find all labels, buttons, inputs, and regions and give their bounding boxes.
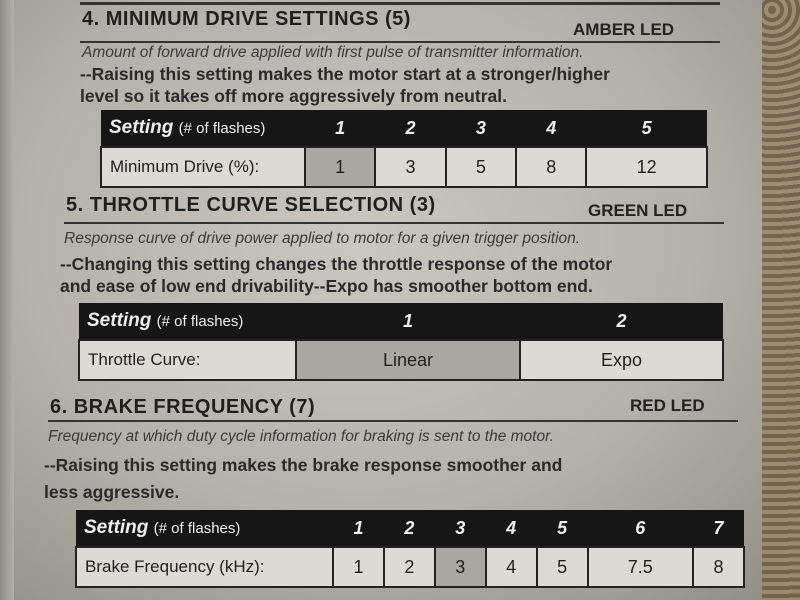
table-row: Minimum Drive (%): 1 3 5 8 12: [100, 146, 708, 188]
table-header-row: Setting (# of flashes) 1 2 3 4 5 6 7: [76, 510, 744, 547]
setting-number: 1: [296, 303, 520, 340]
value-cell-default: 3: [433, 546, 487, 588]
note-line: less aggressive.: [44, 482, 180, 502]
value-cell: 5: [444, 146, 518, 188]
setting-number: 5: [586, 110, 707, 147]
led-label: GREEN LED: [588, 201, 688, 220]
paper-fold: [0, 0, 14, 600]
header-label: Setting (# of flashes): [76, 510, 333, 547]
note-line: --Raising this setting makes the brake r…: [44, 455, 563, 475]
note-line: level so it takes off more aggressively …: [80, 86, 507, 106]
previous-table-edge: [80, 2, 720, 5]
carpet-background: [762, 0, 800, 600]
value-cell: 7.5: [586, 546, 695, 588]
section-title: 4. MINIMUM DRIVE SETTINGS (5): [82, 8, 411, 30]
setting-number: 6: [587, 510, 693, 547]
header-label: Setting (# of flashes): [79, 303, 296, 340]
led-label: RED LED: [630, 396, 705, 415]
row-label: Minimum Drive (%):: [100, 146, 306, 188]
value-cell: 3: [374, 146, 447, 188]
setting-number: 1: [305, 110, 376, 147]
table-header-row: Setting (# of flashes) 1 2 3 4 5: [101, 110, 707, 147]
value-cell-default: Linear: [295, 339, 521, 381]
brake-frequency-table: Setting (# of flashes) 1 2 3 4 5 6 7 Bra…: [75, 510, 745, 588]
setting-number: 5: [536, 510, 588, 547]
setting-number: 3: [434, 510, 486, 547]
value-cell: 1: [332, 546, 385, 588]
setting-number: 3: [445, 110, 517, 147]
divider: [48, 420, 738, 422]
value-cell: Expo: [519, 339, 724, 381]
led-label: AMBER LED: [573, 20, 675, 39]
value-cell: 12: [585, 146, 708, 188]
row-label: Brake Frequency (kHz):: [75, 546, 334, 588]
setting-number: 2: [520, 303, 723, 340]
minimum-drive-table: Setting (# of flashes) 1 2 3 4 5 Minimum…: [100, 110, 708, 188]
setting-number: 1: [333, 510, 384, 547]
setting-number: 2: [375, 110, 446, 147]
table-row: Throttle Curve: Linear Expo: [78, 339, 724, 381]
note-line: --Changing this setting changes the thro…: [60, 254, 613, 274]
value-cell: 5: [535, 546, 589, 588]
section-title: 5. THROTTLE CURVE SELECTION (3): [66, 194, 436, 216]
divider: [64, 222, 724, 224]
divider: [80, 41, 720, 43]
note-line: --Raising this setting makes the motor s…: [80, 64, 610, 84]
header-label: Setting (# of flashes): [101, 110, 305, 147]
section-description: Amount of forward drive applied with fir…: [82, 44, 584, 61]
value-cell: 4: [484, 546, 538, 588]
value-cell: 8: [515, 146, 588, 188]
section-title: 6. BRAKE FREQUENCY (7): [50, 396, 316, 418]
value-cell: 8: [692, 546, 745, 588]
note-line: and ease of low end drivability--Expo ha…: [60, 276, 593, 296]
table-row: Brake Frequency (kHz): 1 2 3 4 5 7.5 8: [75, 546, 745, 588]
setting-number: 4: [516, 110, 587, 147]
table-header-row: Setting (# of flashes) 1 2: [79, 303, 723, 340]
section-description: Frequency at which duty cycle informatio…: [48, 428, 554, 445]
setting-number: 2: [383, 510, 435, 547]
section-description: Response curve of drive power applied to…: [64, 230, 581, 247]
value-cell-default: 1: [303, 146, 377, 188]
value-cell: 2: [382, 546, 436, 588]
row-label: Throttle Curve:: [78, 339, 297, 381]
setting-number: 4: [485, 510, 537, 547]
setting-number: 7: [693, 510, 744, 547]
throttle-curve-table: Setting (# of flashes) 1 2 Throttle Curv…: [78, 303, 724, 381]
